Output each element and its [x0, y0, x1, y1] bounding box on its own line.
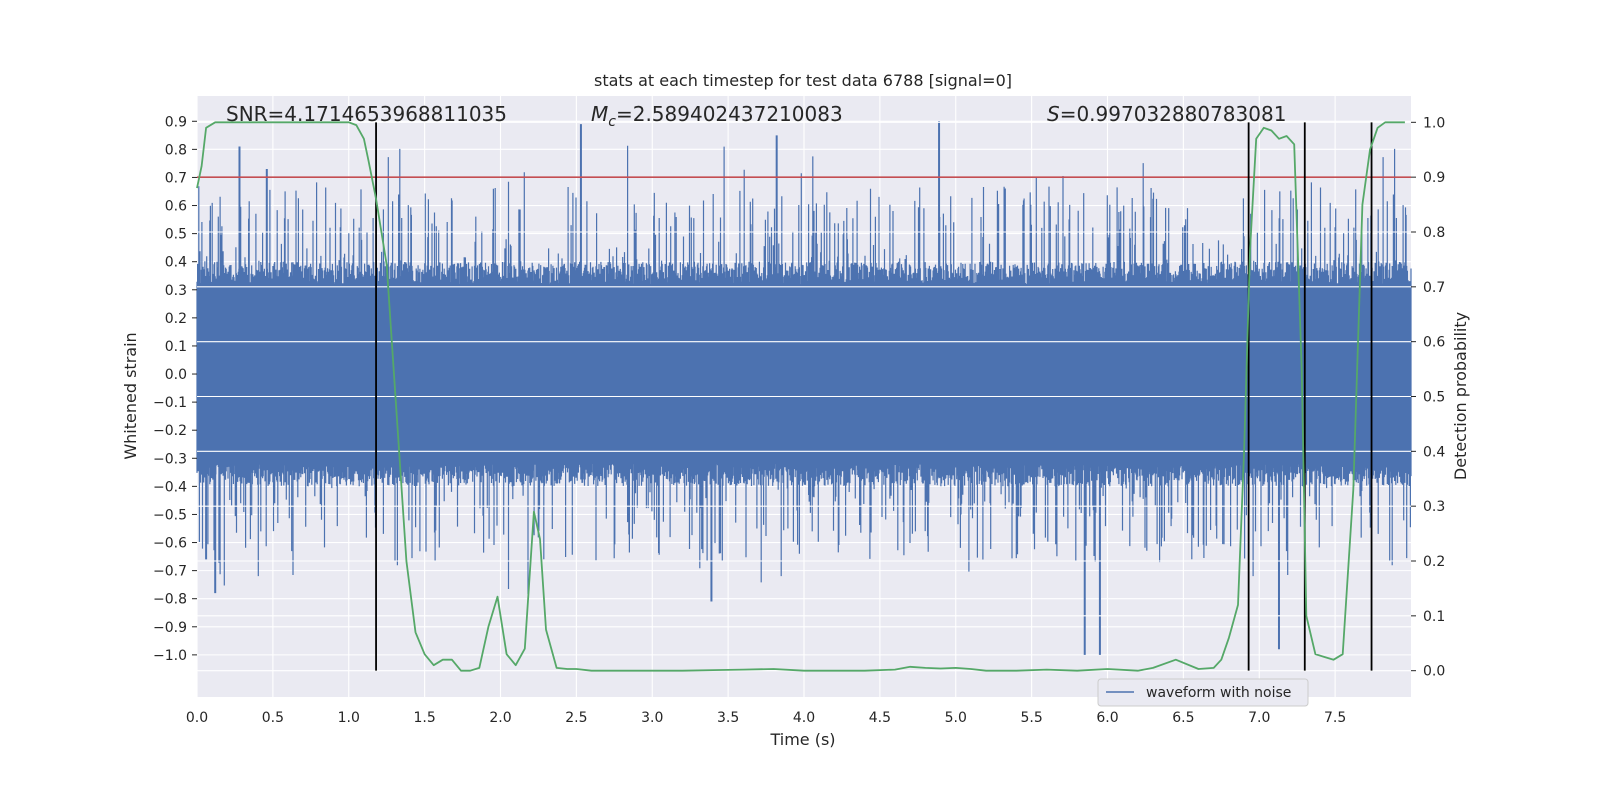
chart-title: stats at each timestep for test data 678… [594, 71, 1012, 90]
overlay-lines [197, 121, 1411, 672]
y2-tick-label: 0.7 [1423, 280, 1445, 296]
x-tick-label: 0.0 [186, 710, 208, 726]
y-tick-label: 0.8 [165, 142, 187, 158]
y2-tick-label: 1.0 [1423, 115, 1445, 131]
s-symbol: S [1047, 102, 1060, 126]
y-tick-label: −0.7 [153, 564, 187, 580]
y-tick-label: 0.7 [165, 170, 187, 186]
y2-tick-label: 0.1 [1423, 609, 1445, 625]
x-tick-label: 3.0 [641, 710, 663, 726]
x-axis-label: Time (s) [769, 730, 835, 749]
x-tick-label: 7.5 [1324, 710, 1346, 726]
waveform-series [196, 121, 1412, 655]
y-tick-label: 0.2 [165, 311, 187, 327]
y-tick-label: −0.6 [153, 536, 187, 552]
y2-tick-label: 0.3 [1423, 499, 1445, 515]
mc-subscript: c [608, 114, 616, 130]
y-axis-ticks: 0.9 0.8 0.7 0.6 0.5 0.4 0.3 0.2 0.1 0.0 −0.1 −0.2 −0… [153, 114, 197, 664]
probability-series [196, 121, 1405, 672]
y-tick-label: 0.3 [165, 283, 187, 299]
y-tick-label: −1.0 [153, 648, 187, 664]
mc-value: =2.589402437210083 [616, 102, 843, 126]
y-tick-label: −0.5 [153, 507, 187, 523]
y-tick-label: 0.6 [165, 199, 187, 215]
mc-symbol: M [591, 102, 608, 126]
probability-line [196, 121, 1405, 672]
x-tick-label: 1.5 [413, 710, 435, 726]
x-tick-label: 4.0 [793, 710, 815, 726]
y-tick-label: 0.4 [165, 255, 187, 271]
mc-annotation: Mc=2.589402437210083 [591, 102, 843, 130]
y-tick-label: −0.2 [153, 423, 187, 439]
y2-tick-label: 0.5 [1423, 390, 1445, 406]
waveform-trace [196, 145, 1412, 595]
x-tick-label: 6.5 [1172, 710, 1194, 726]
y2-tick-label: 0.9 [1423, 170, 1445, 186]
x-tick-label: 7.0 [1248, 710, 1270, 726]
y-axis-label: Whitened strain [121, 332, 140, 459]
x-tick-label: 6.0 [1096, 710, 1118, 726]
x-tick-label: 5.5 [1020, 710, 1042, 726]
y-tick-label: −0.9 [153, 620, 187, 636]
x-tick-label: 2.5 [565, 710, 587, 726]
legend: waveform with noise [1097, 678, 1309, 707]
x-tick-label: 0.5 [262, 710, 284, 726]
y2-axis-label: Detection probability [1451, 312, 1470, 480]
x-axis-ticks: 0.0 0.5 1.0 1.5 2.0 2.5 3.0 3.5 4.0 4.5 5.0 5.5 6.0 6… [186, 710, 1346, 726]
y-tick-label: −0.1 [153, 395, 187, 411]
y-tick-label: −0.3 [153, 451, 187, 467]
x-tick-label: 4.5 [869, 710, 891, 726]
y-tick-label: −0.4 [153, 479, 187, 495]
x-tick-label: 3.5 [717, 710, 739, 726]
y2-axis-ticks: 1.0 0.9 0.8 0.7 0.6 0.5 0.4 0.3 0.2 0.1 0.0 [1411, 115, 1445, 680]
y-tick-label: −0.8 [153, 592, 187, 608]
x-tick-label: 1.0 [338, 710, 360, 726]
y2-tick-label: 0.0 [1423, 664, 1445, 680]
s-annotation: S=0.997032880783081 [1047, 102, 1286, 126]
y2-tick-label: 0.8 [1423, 225, 1445, 241]
y2-tick-label: 0.6 [1423, 335, 1445, 351]
y-tick-label: 0.0 [165, 367, 187, 383]
x-tick-label: 5.0 [945, 710, 967, 726]
y2-tick-label: 0.4 [1423, 444, 1445, 460]
y2-tick-label: 0.2 [1423, 554, 1445, 570]
snr-annotation: SNR=4.1714653968811035 [226, 102, 507, 126]
stat-annotations: SNR=4.1714653968811035 Mc=2.589402437210… [226, 102, 1286, 130]
y-tick-label: 0.1 [165, 339, 187, 355]
s-value: =0.997032880783081 [1060, 102, 1287, 126]
legend-label: waveform with noise [1146, 685, 1291, 701]
y-tick-label: 0.5 [165, 227, 187, 243]
x-tick-label: 2.0 [489, 710, 511, 726]
legend-box [1097, 678, 1309, 707]
y-tick-label: 0.9 [165, 114, 187, 130]
